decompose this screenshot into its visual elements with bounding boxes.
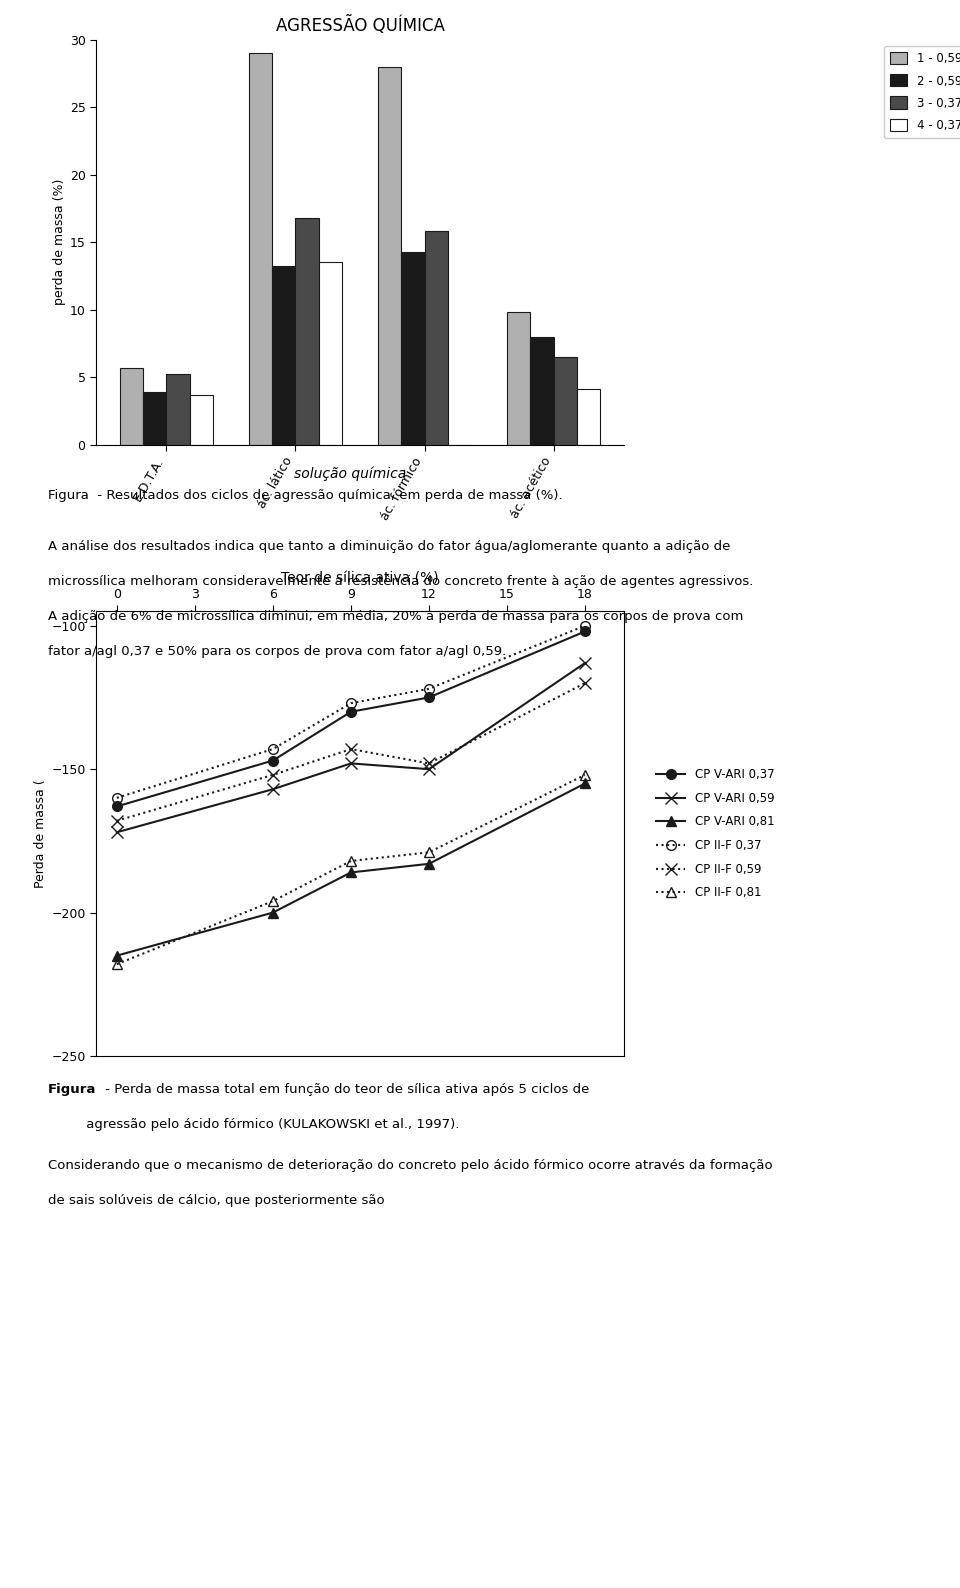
Line: CP V-ARI 0,59: CP V-ARI 0,59	[111, 657, 590, 838]
Bar	[530, 337, 554, 445]
Legend: 1 - 0,59 / 0%, 2 - 0,59 / 6%, 3 - 0,37 / 0%, 4 - 0,37 / 6%: 1 - 0,59 / 0%, 2 - 0,59 / 6%, 3 - 0,37 /…	[884, 46, 960, 138]
CP V-ARI 0,81	[346, 862, 357, 881]
CP II-F 0,81	[267, 891, 278, 910]
Text: microssílica melhoram consideravelmente a resistência do concreto frente à ação : microssílica melhoram consideravelmente …	[48, 575, 754, 588]
CP II-F 0,37	[423, 680, 435, 699]
Title: AGRESSÃO QUÍMICA: AGRESSÃO QUÍMICA	[276, 16, 444, 35]
Bar	[401, 251, 424, 445]
CP V-ARI 0,81	[423, 854, 435, 873]
Bar	[554, 357, 577, 445]
CP II-F 0,59	[346, 740, 357, 759]
Text: A análise dos resultados indica que tanto a diminuição do fator água/aglomerante: A análise dos resultados indica que tant…	[48, 540, 731, 553]
Legend: CP V-ARI 0,37, CP V-ARI 0,59, CP V-ARI 0,81, CP II-F 0,37, CP II-F 0,59, CP II-F: CP V-ARI 0,37, CP V-ARI 0,59, CP V-ARI 0…	[651, 764, 780, 904]
Line: CP V-ARI 0,37: CP V-ARI 0,37	[112, 627, 589, 811]
CP V-ARI 0,37	[579, 622, 590, 642]
CP II-F 0,59	[579, 673, 590, 692]
CP II-F 0,59	[423, 754, 435, 773]
CP V-ARI 0,59	[267, 780, 278, 799]
CP V-ARI 0,37	[267, 751, 278, 770]
Text: - Perda de massa total em função do teor de sílica ativa após 5 ciclos de: - Perda de massa total em função do teor…	[101, 1083, 589, 1096]
CP V-ARI 0,81	[267, 904, 278, 923]
Bar	[166, 375, 190, 445]
CP V-ARI 0,37	[423, 688, 435, 707]
CP II-F 0,81	[579, 765, 590, 784]
Bar	[273, 267, 296, 445]
Text: Figura: Figura	[48, 1083, 96, 1096]
Bar	[378, 67, 401, 445]
Y-axis label: perda de massa (%): perda de massa (%)	[53, 179, 65, 305]
CP II-F 0,81	[423, 843, 435, 862]
CP II-F 0,81	[346, 851, 357, 870]
Line: CP II-F 0,81: CP II-F 0,81	[112, 770, 589, 969]
Text: A adição de 6% de microssílica diminui, em média, 20% a perda de massa para os c: A adição de 6% de microssílica diminui, …	[48, 610, 743, 622]
Bar	[507, 313, 530, 445]
Text: Figura  - Resultados dos ciclos de agressão química, em perda de massa (%).: Figura - Resultados dos ciclos de agress…	[48, 489, 563, 502]
X-axis label: Teor de sílica ativa (%): Teor de sílica ativa (%)	[281, 572, 439, 586]
CP V-ARI 0,81	[111, 946, 123, 966]
CP V-ARI 0,59	[579, 654, 590, 673]
CP II-F 0,37	[346, 694, 357, 713]
CP II-F 0,59	[111, 811, 123, 831]
CP II-F 0,37	[111, 788, 123, 807]
CP V-ARI 0,37	[346, 702, 357, 721]
Text: agressão pelo ácido fórmico (KULAKOWSKI et al., 1997).: agressão pelo ácido fórmico (KULAKOWSKI …	[48, 1118, 460, 1131]
Y-axis label: Perda de massa (: Perda de massa (	[34, 780, 47, 888]
Text: solução química: solução química	[295, 467, 406, 481]
Bar	[577, 389, 600, 445]
Text: de sais solúveis de cálcio, que posteriormente são: de sais solúveis de cálcio, que posterio…	[48, 1194, 385, 1207]
Line: CP II-F 0,37: CP II-F 0,37	[112, 621, 589, 802]
Bar	[319, 262, 342, 445]
CP V-ARI 0,59	[346, 754, 357, 773]
Bar	[296, 218, 319, 445]
Bar	[120, 368, 143, 445]
Line: CP V-ARI 0,81: CP V-ARI 0,81	[112, 778, 589, 961]
Line: CP II-F 0,59: CP II-F 0,59	[111, 678, 590, 826]
CP II-F 0,37	[579, 616, 590, 635]
CP II-F 0,37	[267, 740, 278, 759]
Bar	[190, 395, 213, 445]
Bar	[249, 54, 273, 445]
CP V-ARI 0,59	[111, 823, 123, 842]
CP II-F 0,59	[267, 765, 278, 784]
Text: Considerando que o mecanismo de deterioração do concreto pelo ácido fórmico ocor: Considerando que o mecanismo de deterior…	[48, 1159, 773, 1172]
CP V-ARI 0,37	[111, 797, 123, 816]
CP V-ARI 0,81	[579, 773, 590, 792]
CP II-F 0,81	[111, 954, 123, 973]
Bar	[143, 392, 166, 445]
Text: fator a/agl 0,37 e 50% para os corpos de prova com fator a/agl 0,59.: fator a/agl 0,37 e 50% para os corpos de…	[48, 645, 506, 657]
Bar	[424, 232, 447, 445]
CP V-ARI 0,59	[423, 759, 435, 778]
